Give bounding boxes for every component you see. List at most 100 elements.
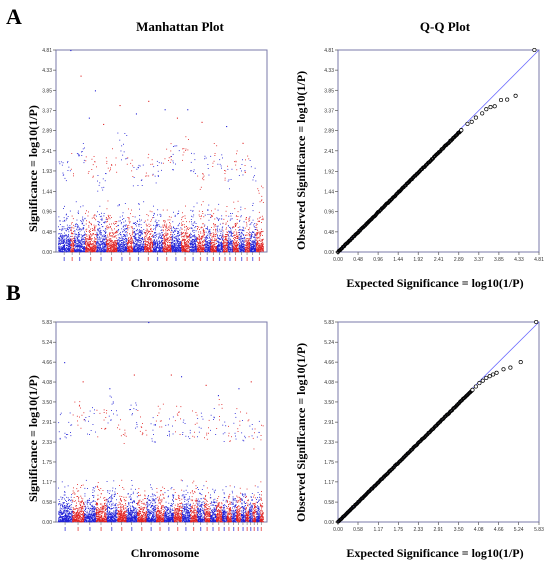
- x-tick-label: [121, 257, 123, 261]
- snp-point: [208, 248, 210, 250]
- snp-point: [230, 235, 232, 237]
- snp-point: [173, 248, 175, 250]
- snp-point: [72, 243, 74, 245]
- snp-point: [152, 246, 154, 248]
- snp-point: [213, 223, 214, 225]
- snp-point: [163, 244, 165, 246]
- snp-point: [93, 250, 95, 252]
- snp-point: [224, 240, 226, 242]
- snp-point: [101, 219, 103, 221]
- snp-point: [222, 243, 223, 245]
- snp-point: [235, 246, 237, 248]
- snp-point: [94, 245, 96, 246]
- snp-point: [197, 242, 199, 243]
- snp-point: [123, 218, 125, 219]
- snp-point: [98, 224, 100, 226]
- snp-point: [100, 230, 101, 232]
- snp-point: [204, 247, 206, 249]
- snp-point: [181, 248, 183, 250]
- snp-point: [115, 231, 116, 233]
- snp-point: [94, 226, 95, 228]
- snp-point: [193, 232, 195, 233]
- chromosome-13-points: [171, 145, 182, 253]
- snp-point: [109, 215, 111, 217]
- snp-point: [237, 248, 239, 250]
- snp-point: [171, 247, 173, 249]
- snp-point: [58, 245, 60, 247]
- snp-point: [163, 251, 165, 253]
- snp-point: [94, 217, 96, 219]
- snp-point: [112, 246, 114, 248]
- snp-point: [236, 246, 238, 248]
- snp-point: [171, 249, 173, 251]
- snp-point: [146, 250, 148, 252]
- snp-point: [110, 250, 112, 252]
- snp-point: [70, 247, 71, 249]
- snp-point: [146, 241, 148, 242]
- snp-point: [82, 246, 84, 247]
- snp-point: [152, 235, 153, 237]
- snp-point: [136, 244, 138, 246]
- snp-point: [89, 246, 91, 248]
- snp-point: [171, 246, 173, 248]
- snp-point: [157, 250, 159, 252]
- snp-point: [98, 243, 100, 245]
- snp-point: [61, 249, 63, 251]
- snp-point: [129, 247, 130, 249]
- snp-point: [137, 166, 139, 168]
- snp-point: [69, 244, 71, 246]
- snp-point: [66, 250, 68, 251]
- snp-point: [102, 249, 104, 250]
- snp-point: [222, 251, 224, 253]
- snp-point: [74, 244, 75, 246]
- snp-point: [119, 139, 121, 141]
- snp-point: [71, 227, 73, 229]
- snp-point: [176, 244, 178, 246]
- snp-point: [158, 220, 160, 222]
- snp-point: [223, 240, 224, 242]
- snp-point: [121, 238, 123, 239]
- snp-point: [175, 238, 177, 240]
- snp-point: [69, 246, 71, 248]
- snp-point: [152, 250, 154, 252]
- snp-point: [73, 250, 74, 252]
- snp-point: [180, 245, 182, 246]
- snp-point: [205, 236, 206, 238]
- snp-point: [236, 236, 237, 237]
- snp-point: [231, 249, 232, 251]
- snp-point: [212, 240, 214, 242]
- snp-point: [167, 251, 169, 252]
- snp-point: [121, 145, 123, 147]
- snp-point: [86, 242, 88, 244]
- snp-point: [154, 248, 156, 250]
- snp-point: [181, 245, 183, 246]
- snp-point: [68, 234, 69, 235]
- snp-point: [78, 242, 80, 243]
- snp-point: [190, 243, 192, 245]
- snp-point: [237, 247, 238, 249]
- snp-point: [194, 246, 196, 248]
- snp-point: [217, 247, 219, 248]
- snp-point: [208, 247, 210, 249]
- snp-point: [200, 218, 202, 220]
- snp-point: [136, 245, 137, 247]
- snp-point: [197, 249, 198, 251]
- snp-point: [104, 235, 106, 237]
- snp-point: [233, 237, 234, 239]
- snp-point: [129, 245, 131, 247]
- snp-point: [168, 246, 170, 248]
- snp-point: [100, 243, 102, 245]
- snp-point: [166, 249, 168, 251]
- snp-point: [126, 238, 128, 239]
- snp-point: [181, 249, 183, 251]
- snp-point: [84, 239, 86, 241]
- snp-point: [104, 231, 106, 233]
- snp-point: [222, 226, 224, 228]
- snp-point: [100, 229, 102, 231]
- snp-point: [232, 248, 234, 250]
- snp-point: [150, 249, 152, 251]
- snp-point: [198, 214, 200, 216]
- snp-point: [80, 246, 82, 248]
- snp-point: [108, 242, 110, 243]
- snp-point: [84, 233, 86, 235]
